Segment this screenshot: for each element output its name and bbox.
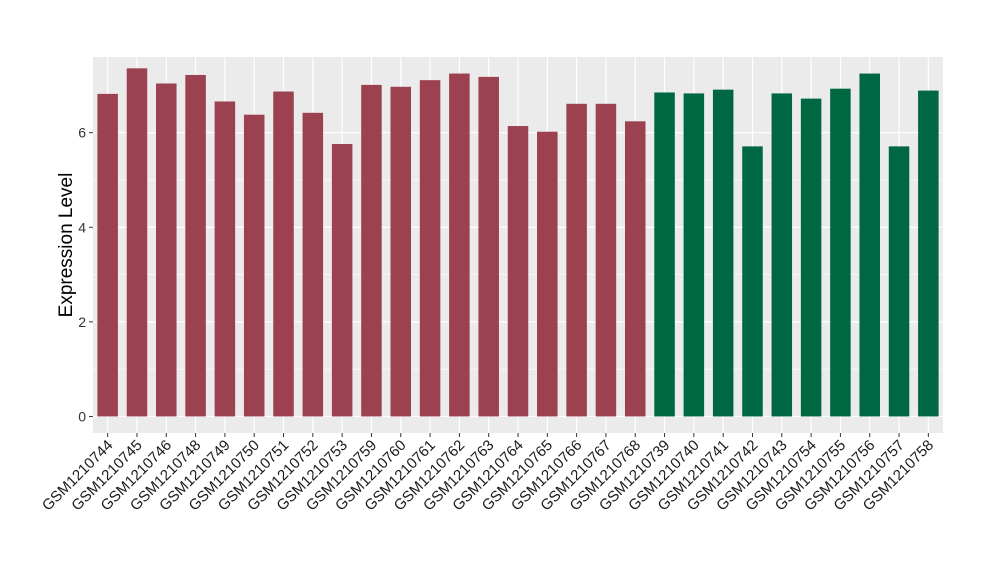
bar-GSM1210756 xyxy=(859,73,880,417)
bar-GSM1210766 xyxy=(566,103,587,417)
bar-GSM1210767 xyxy=(595,103,617,417)
bar-GSM1210768 xyxy=(624,121,646,417)
bar-GSM1210752 xyxy=(302,112,324,417)
bar-GSM1210744 xyxy=(97,93,118,417)
bar-GSM1210740 xyxy=(683,93,705,417)
bar-GSM1210742 xyxy=(742,146,763,417)
bar-GSM1210754 xyxy=(800,98,822,417)
bar-GSM1210749 xyxy=(214,101,236,417)
bar-GSM1210761 xyxy=(419,80,441,417)
bar-GSM1210741 xyxy=(712,89,734,417)
x-axis: GSM1210744GSM1210745GSM1210746GSM1210748… xyxy=(39,433,937,514)
y-tick-label: 0 xyxy=(78,408,86,424)
bar-GSM1210763 xyxy=(478,76,499,417)
bar-GSM1210753 xyxy=(331,144,353,417)
bar-GSM1210759 xyxy=(361,84,382,417)
bar-GSM1210762 xyxy=(449,73,470,417)
bar-GSM1210764 xyxy=(507,126,529,417)
y-tick-label: 2 xyxy=(78,314,86,330)
y-axis-title: Expression Level xyxy=(56,173,77,318)
bar-GSM1210745 xyxy=(126,68,148,417)
bar-GSM1210758 xyxy=(918,90,939,417)
bar-GSM1210750 xyxy=(243,114,265,417)
bar-GSM1210739 xyxy=(654,92,675,417)
bar-GSM1210746 xyxy=(156,83,177,417)
bar-GSM1210765 xyxy=(537,131,558,417)
y-axis: 0 2 4 6 xyxy=(78,125,93,424)
bar-GSM1210751 xyxy=(273,91,294,417)
bars xyxy=(97,68,939,417)
y-tick-label: 4 xyxy=(78,219,86,235)
bar-GSM1210748 xyxy=(185,74,206,417)
bar-GSM1210755 xyxy=(830,88,851,417)
bar-GSM1210760 xyxy=(390,86,412,417)
bar-GSM1210757 xyxy=(888,146,910,417)
y-tick-label: 6 xyxy=(78,125,86,141)
bar-GSM1210743 xyxy=(771,93,793,417)
